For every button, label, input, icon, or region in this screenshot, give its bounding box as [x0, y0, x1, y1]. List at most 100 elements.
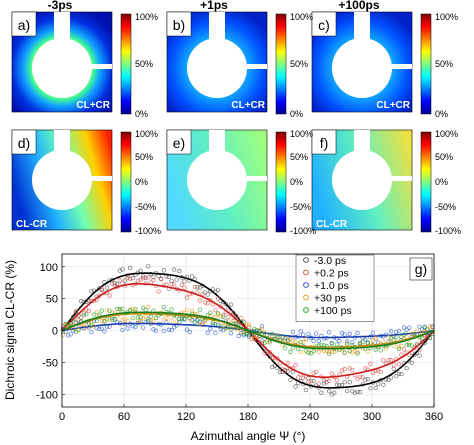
data-point: [285, 360, 290, 366]
data-point: [306, 379, 311, 385]
data-point: [169, 327, 174, 333]
data-point: [417, 324, 422, 329]
data-point: [334, 342, 340, 347]
ticks: 0 60 120 180 240 300 360 -100 -50 0 50 100: [36, 262, 443, 423]
data-point: [140, 275, 146, 281]
data-point: [391, 338, 396, 343]
data-point: [314, 331, 319, 336]
data-point: [233, 313, 239, 318]
colorbar-diff-2: 100% 50% 0% -50% -100%: [275, 129, 316, 236]
data-point: [218, 324, 223, 329]
data-point: [388, 375, 394, 380]
data-point: [197, 298, 203, 303]
data-point: [99, 319, 104, 324]
data-point: [350, 343, 355, 348]
x-axis-label: Azimuthal angle Ψ (°): [191, 429, 306, 443]
data-point: [347, 331, 352, 336]
data-point: [146, 264, 151, 269]
x-tick-label: 300: [363, 411, 381, 423]
data-point: [264, 352, 270, 357]
data-point: [146, 317, 151, 322]
data-point: [102, 319, 107, 324]
data-point: [254, 328, 259, 333]
data-point: [117, 278, 123, 283]
data-point: [383, 346, 389, 351]
panel-e: e): [166, 129, 268, 231]
legend-label: +30 ps: [314, 293, 346, 305]
data-point: [270, 334, 275, 339]
data-point: [120, 318, 125, 323]
data-point: [177, 316, 182, 322]
data-point: [190, 274, 195, 279]
data-point: [321, 336, 327, 341]
data-point: [345, 341, 350, 346]
data-point: [339, 331, 345, 336]
data-point: [334, 378, 340, 383]
data-point: [417, 353, 422, 358]
data-point: [228, 327, 234, 332]
data-point: [148, 314, 154, 319]
data-point: [205, 330, 210, 335]
data-point: [171, 267, 177, 272]
data-point: [339, 345, 345, 350]
data-point: [133, 324, 138, 330]
data-point: [388, 335, 394, 341]
data-point: [396, 346, 402, 352]
data-point: [246, 322, 252, 327]
data-point: [107, 293, 112, 298]
data-point: [319, 342, 324, 347]
data-point: [376, 381, 381, 387]
data-point: [135, 278, 141, 284]
data-point: [295, 375, 301, 380]
data-point: [184, 307, 190, 312]
panel-b: b) CL+CR: [166, 11, 268, 113]
data-point: [97, 326, 102, 332]
x-tick-label: 0: [59, 411, 65, 423]
data-point: [324, 343, 329, 349]
data-point: [244, 321, 249, 327]
panel-label-d: d): [18, 135, 30, 151]
data-point: [394, 329, 399, 335]
data-point: [120, 327, 125, 333]
x-tick-label: 180: [239, 411, 257, 423]
data-point: [378, 348, 383, 353]
legend-marker: [303, 307, 309, 313]
data-point: [99, 286, 104, 292]
data-point: [125, 326, 130, 331]
data-point: [357, 341, 363, 346]
data-point: [102, 329, 107, 334]
data-point: [264, 332, 270, 338]
data-point: [73, 329, 79, 334]
data-point: [140, 305, 146, 310]
data-point: [316, 381, 321, 386]
data-point: [326, 330, 332, 335]
data-point: [285, 369, 290, 374]
data-point: [399, 352, 404, 357]
data-point: [350, 367, 355, 373]
data-point: [329, 371, 334, 376]
data-point: [381, 382, 386, 387]
data-point: [73, 308, 79, 314]
data-point: [412, 331, 417, 337]
data-point: [342, 367, 347, 372]
y-tick-label: -50: [42, 357, 58, 369]
data-point: [107, 317, 112, 322]
data-point: [241, 331, 247, 336]
legend: -3.0 ps+0.2 ps+1.0 ps+30 ps+100 ps: [295, 254, 375, 322]
data-point: [104, 317, 110, 322]
data-point: [218, 313, 223, 319]
data-point: [342, 350, 347, 355]
data-point: [425, 327, 430, 332]
data-point: [197, 319, 203, 325]
data-point: [187, 329, 192, 335]
data-point: [311, 349, 316, 354]
data-point: [130, 315, 135, 321]
data-point: [386, 377, 391, 382]
legend-label: +1.0 ps: [314, 280, 349, 292]
data-point: [414, 341, 420, 346]
data-point: [89, 289, 94, 294]
data-point: [197, 307, 203, 312]
data-point: [187, 315, 192, 320]
legend-label: +100 ps: [314, 305, 352, 317]
data-point: [86, 321, 92, 326]
